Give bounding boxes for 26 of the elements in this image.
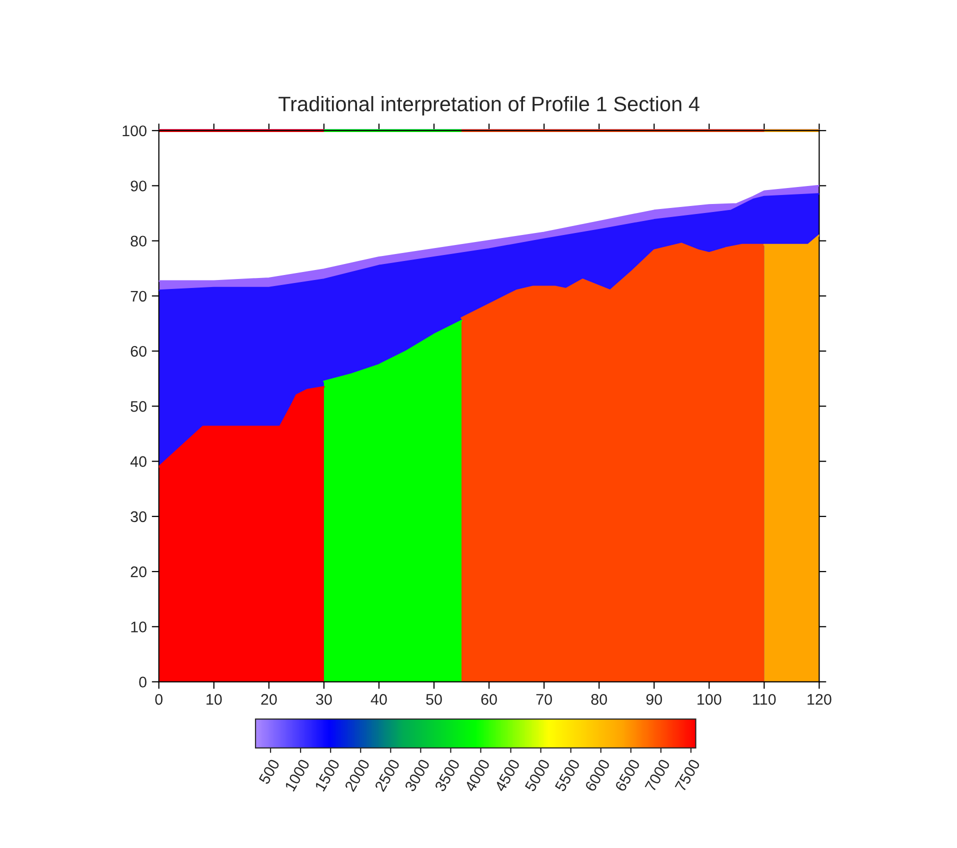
y-tick-label: 70	[130, 290, 146, 302]
x-tick-label: 10	[206, 694, 222, 705]
x-tick-label: 100	[698, 694, 722, 705]
color-bar-label: 500	[258, 758, 280, 785]
x-tick-label: 70	[536, 694, 552, 705]
x-tick-label: 120	[808, 694, 832, 705]
x-tick-label: 110	[753, 694, 776, 705]
y-tick-label: 30	[130, 511, 146, 522]
x-tick-label: 30	[316, 694, 332, 705]
y-tick-label: 50	[130, 401, 146, 412]
x-tick-label: 80	[591, 694, 607, 705]
y-tick-label: 20	[130, 566, 146, 578]
x-tick-label: 0	[155, 694, 163, 705]
y-tick-label: 0	[139, 676, 146, 688]
y-tick-label: 90	[130, 180, 146, 192]
x-tick-label: 50	[426, 694, 442, 705]
x-tick-label: 60	[481, 694, 497, 705]
x-tick-label: 40	[370, 694, 387, 705]
y-tick-label: 10	[131, 622, 146, 632]
y-tick-label: 60	[130, 346, 146, 357]
y-tick-label: 80	[130, 236, 146, 247]
x-tick-label: 90	[646, 694, 662, 705]
x-tick-label: 20	[261, 694, 277, 705]
chart-title: Traditional interpretation of Profile 1 Section 4	[278, 96, 700, 116]
y-tick-label: 100	[122, 125, 146, 136]
y-tick-label: 40	[130, 456, 146, 467]
